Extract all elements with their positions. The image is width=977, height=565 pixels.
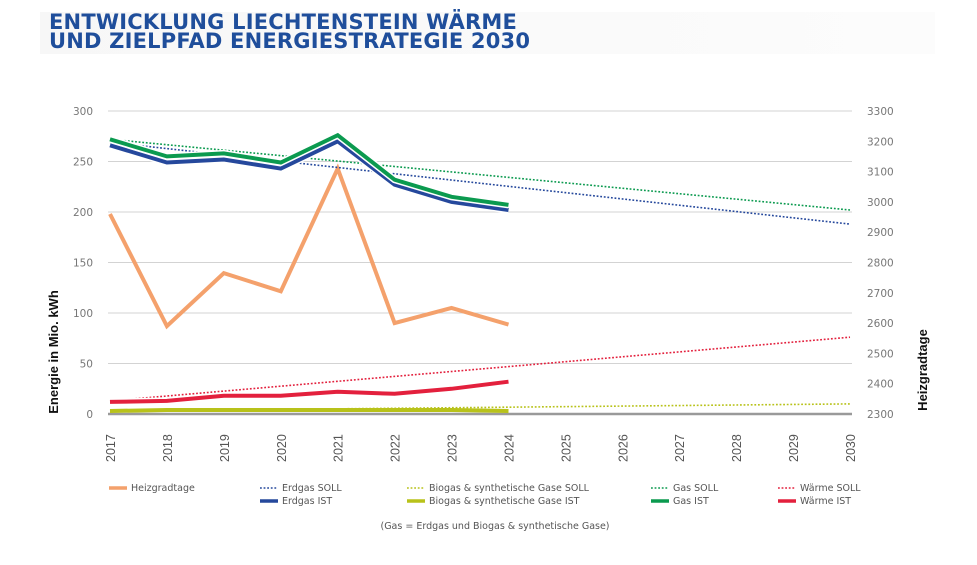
x-tick-label: 2023 bbox=[446, 434, 460, 462]
y-right-tick-label: 3200 bbox=[867, 136, 894, 148]
legend-label: Erdgas SOLL bbox=[282, 483, 342, 494]
y-left-tick-label: 50 bbox=[80, 359, 93, 371]
chart-title-line-1: ENTWICKLUNG LIECHTENSTEIN WÄRME bbox=[49, 10, 518, 34]
legend-label: Gas IST bbox=[673, 496, 709, 507]
x-axis-ticks: 2017 2018 2019 2020 2021 2022 2023 2024 2025 2026… bbox=[104, 434, 858, 462]
legend-item-gas-ist: Gas IST bbox=[651, 496, 709, 507]
x-tick-label: 2025 bbox=[559, 434, 573, 462]
y-axis-left-ticks: 0 50 100 150 200 250 300 bbox=[73, 106, 93, 421]
y-right-tick-label: 2800 bbox=[867, 258, 894, 270]
y-right-tick-label: 2400 bbox=[867, 379, 894, 391]
chart-title-line-2: UND ZIELPFAD ENERGIESTRATEGIE 2030 bbox=[49, 29, 531, 53]
y-right-tick-label: 3000 bbox=[867, 197, 894, 209]
y-left-tick-label: 150 bbox=[73, 258, 93, 270]
gas-definition-note: (Gas = Erdgas und Biogas & synthetische … bbox=[380, 521, 609, 532]
y-right-tick-label: 3300 bbox=[867, 106, 894, 118]
series-line-waerme-soll bbox=[109, 336, 851, 402]
legend-item-gas-soll: Gas SOLL bbox=[651, 483, 719, 494]
x-tick-label: 2021 bbox=[332, 434, 346, 462]
legend-label: Erdgas IST bbox=[282, 496, 332, 507]
y-axis-left-title: Energie in Mio. kWh bbox=[46, 290, 61, 414]
y-left-tick-label: 300 bbox=[73, 106, 93, 118]
series-line-biogas-ist bbox=[109, 408, 509, 413]
x-tick-label: 2026 bbox=[616, 434, 630, 462]
x-tick-label: 2027 bbox=[673, 434, 687, 462]
y-right-tick-label: 2600 bbox=[867, 318, 894, 330]
y-right-tick-label: 2900 bbox=[867, 227, 894, 239]
y-axis-right-title: Heizgradtage bbox=[915, 329, 930, 411]
y-right-tick-label: 2300 bbox=[867, 409, 894, 421]
x-tick-label: 2028 bbox=[730, 434, 744, 462]
legend-label: Biogas & synthetische Gase SOLL bbox=[429, 483, 590, 494]
legend-label: Gas SOLL bbox=[673, 483, 719, 494]
series-line-gas-soll bbox=[109, 138, 851, 211]
legend-item-heizgradtage: Heizgradtage bbox=[109, 483, 195, 494]
x-tick-label: 2017 bbox=[104, 434, 118, 462]
legend-item-biogas-soll: Biogas & synthetische Gase SOLL bbox=[407, 483, 590, 494]
x-tick-label: 2020 bbox=[275, 434, 289, 462]
x-tick-label: 2022 bbox=[389, 434, 403, 462]
legend: Heizgradtage Erdgas SOLL Erdgas IST Biogas … bbox=[109, 483, 861, 507]
title-band bbox=[40, 12, 935, 54]
x-tick-label: 2019 bbox=[218, 434, 232, 462]
y-left-tick-label: 250 bbox=[73, 157, 93, 169]
series-line-waerme-ist bbox=[109, 379, 509, 404]
series-line-gas-ist bbox=[109, 132, 509, 207]
x-tick-label: 2018 bbox=[161, 434, 175, 462]
series-lines bbox=[108, 131, 851, 413]
chart-title: ENTWICKLUNG LIECHTENSTEIN WÄRME UND ZIEL… bbox=[49, 10, 531, 53]
x-tick-label: 2030 bbox=[844, 434, 858, 462]
legend-label: Wärme SOLL bbox=[800, 483, 861, 494]
legend-label: Biogas & synthetische Gase IST bbox=[429, 496, 580, 507]
legend-item-biogas-ist: Biogas & synthetische Gase IST bbox=[407, 496, 580, 507]
y-right-tick-label: 3100 bbox=[867, 167, 894, 179]
y-right-tick-label: 2700 bbox=[867, 288, 894, 300]
x-tick-label: 2029 bbox=[787, 434, 801, 462]
y-left-tick-label: 0 bbox=[86, 409, 93, 421]
legend-label: Heizgradtage bbox=[131, 483, 195, 494]
x-tick-label: 2024 bbox=[502, 434, 516, 462]
y-right-tick-label: 2500 bbox=[867, 348, 894, 360]
legend-item-erdgas-ist: Erdgas IST bbox=[260, 496, 332, 507]
legend-item-erdgas-soll: Erdgas SOLL bbox=[260, 483, 342, 494]
y-left-tick-label: 100 bbox=[73, 308, 93, 320]
legend-label: Wärme IST bbox=[800, 496, 851, 507]
y-left-tick-label: 200 bbox=[73, 207, 93, 219]
series-line-erdgas-ist bbox=[109, 138, 509, 212]
legend-item-waerme-ist: Wärme IST bbox=[778, 496, 851, 507]
gridlines bbox=[108, 110, 852, 416]
series-line-heizgradtage bbox=[108, 163, 510, 330]
legend-item-waerme-soll: Wärme SOLL bbox=[778, 483, 861, 494]
y-axis-right-ticks: 2300 2400 2500 2600 2700 2800 2900 3000 3100 3200… bbox=[867, 106, 894, 421]
